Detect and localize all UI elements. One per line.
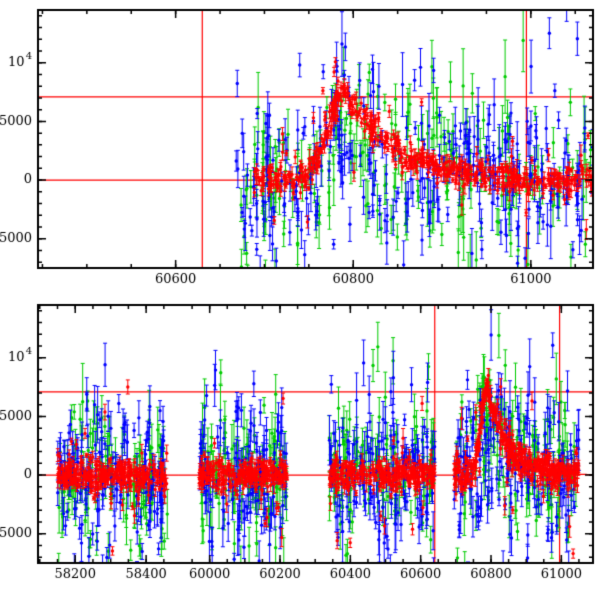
light-curves-canvas [0, 0, 600, 600]
light-curve-figure [0, 0, 600, 600]
